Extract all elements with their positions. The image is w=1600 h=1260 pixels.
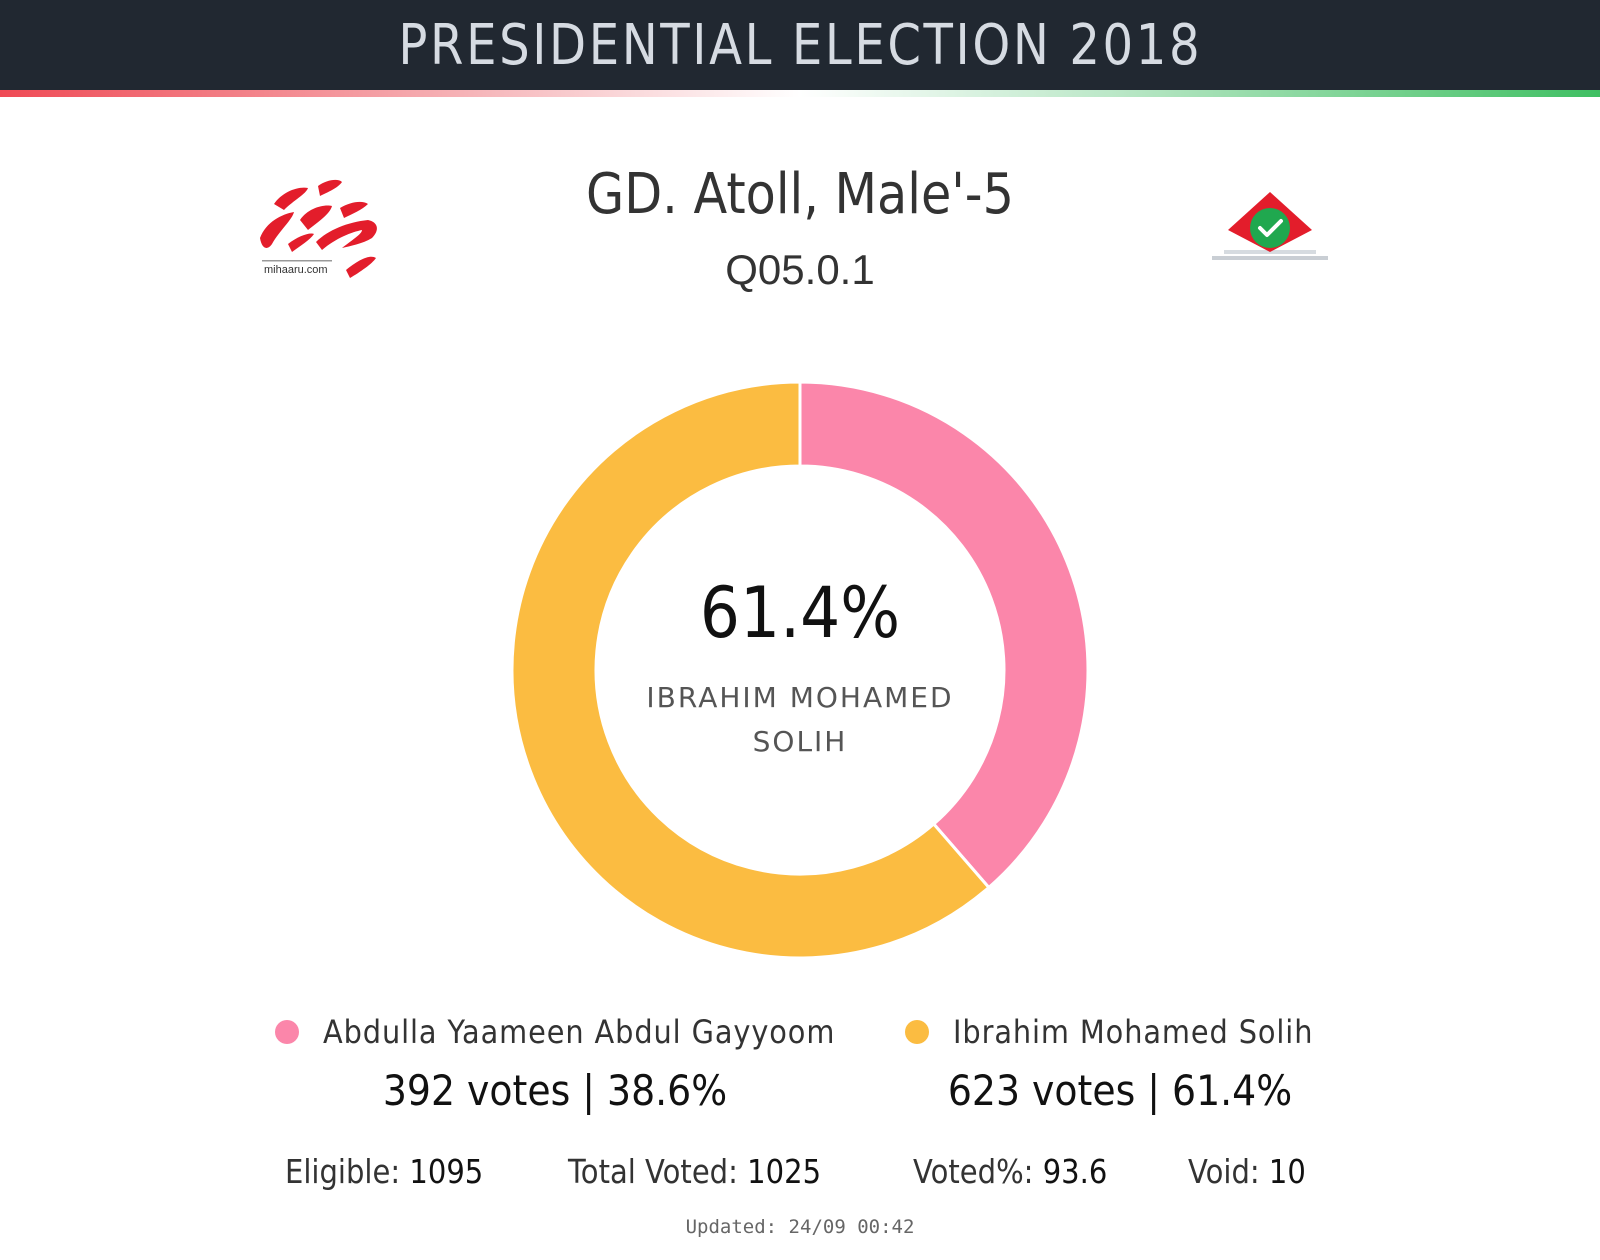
mihaaru-logo: mihaaru.com xyxy=(260,179,377,278)
location-title: GD. Atoll, Male'-5 xyxy=(586,162,1014,227)
page-title: PRESIDENTIAL ELECTION 2018 xyxy=(398,12,1202,78)
center-percentage: 61.4% xyxy=(699,572,901,654)
stat-total-label: Total Voted: xyxy=(568,1152,738,1191)
ballot-box-code: Q05.0.1 xyxy=(725,246,875,293)
donut-slice-solih xyxy=(510,380,991,960)
stat-eligible-label: Eligible: xyxy=(285,1152,401,1191)
legend-item-solih: Ibrahim Mohamed Solih 623 votes | 61.4% xyxy=(905,1010,1335,1120)
mihaaru-brand-text: mihaaru.com xyxy=(264,264,328,276)
legend-votes-solih: 623 votes | 61.4% xyxy=(947,1066,1293,1115)
legend-label-solih: Ibrahim Mohamed Solih xyxy=(953,1013,1314,1051)
stat-void-label: Void: xyxy=(1188,1152,1260,1191)
donut-chart xyxy=(510,380,1090,960)
legend-dot-yaameen xyxy=(275,1020,299,1044)
legend-label-yaameen: Abdulla Yaameen Abdul Gayyoom xyxy=(323,1013,836,1051)
stat-votedpct-value: 93.6 xyxy=(1042,1152,1108,1191)
header-bar: PRESIDENTIAL ELECTION 2018 xyxy=(0,0,1600,90)
header-stripe xyxy=(0,90,1600,97)
stat-total-voted: Total Voted: 1025 xyxy=(568,1152,821,1196)
legend-dot-solih xyxy=(905,1020,929,1044)
legend-votes-yaameen: 392 votes | 38.6% xyxy=(382,1066,728,1115)
updated-timestamp: Updated: 24/09 00:42 xyxy=(685,1216,915,1238)
stat-void: Void: 10 xyxy=(1188,1152,1306,1196)
ballot-box-check-icon xyxy=(1212,192,1328,260)
stat-voted-percent: Voted%: 93.6 xyxy=(913,1152,1107,1196)
stat-void-value: 10 xyxy=(1268,1152,1306,1191)
stat-total-value: 1025 xyxy=(747,1152,822,1191)
legend-item-yaameen: Abdulla Yaameen Abdul Gayyoom 392 votes … xyxy=(275,1010,835,1120)
center-candidate-name: IBRAHIM MOHAMED SOLIH xyxy=(646,681,954,758)
stat-eligible: Eligible: 1095 xyxy=(285,1152,483,1196)
stat-eligible-value: 1095 xyxy=(409,1152,484,1191)
stat-votedpct-label: Voted%: xyxy=(913,1152,1034,1191)
donut-slice-yaameen xyxy=(798,380,1090,890)
